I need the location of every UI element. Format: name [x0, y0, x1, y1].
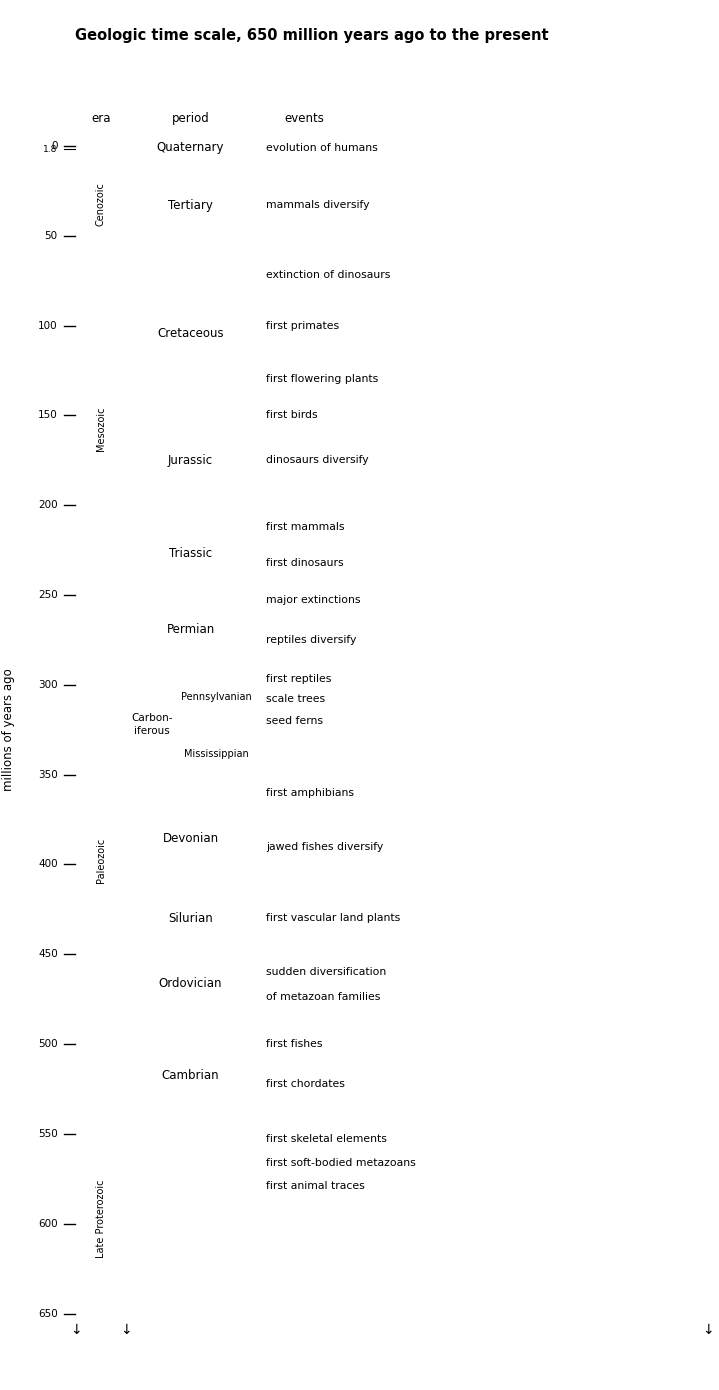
Text: 600: 600	[38, 1219, 58, 1229]
Text: first animal traces: first animal traces	[266, 1182, 365, 1191]
Text: scale trees: scale trees	[266, 694, 325, 705]
Text: Image ID: BB4GCB: Image ID: BB4GCB	[518, 1341, 609, 1352]
Text: 1.8: 1.8	[43, 145, 58, 154]
Text: Permian: Permian	[166, 623, 215, 635]
Text: sudden diversification: sudden diversification	[266, 967, 386, 977]
Text: evolution of humans: evolution of humans	[266, 143, 377, 153]
Text: 550: 550	[38, 1129, 58, 1138]
Text: 250: 250	[38, 589, 58, 600]
Text: first soft-bodied metazoans: first soft-bodied metazoans	[266, 1158, 416, 1168]
Text: Jurassic: Jurassic	[168, 453, 213, 467]
Text: first flowering plants: first flowering plants	[266, 374, 378, 385]
Text: Mesozoic: Mesozoic	[96, 407, 106, 452]
Text: Cenozoic: Cenozoic	[96, 182, 106, 227]
Text: extinction of dinosaurs: extinction of dinosaurs	[266, 270, 390, 281]
Text: dinosaurs diversify: dinosaurs diversify	[266, 456, 369, 466]
Text: Devonian: Devonian	[162, 833, 219, 845]
Text: 350: 350	[38, 770, 58, 780]
Text: period: period	[172, 111, 209, 125]
Text: major extinctions: major extinctions	[266, 595, 360, 606]
Text: seed ferns: seed ferns	[266, 716, 323, 726]
Text: of metazoan families: of metazoan families	[266, 992, 380, 1002]
Text: www.alamy.com: www.alamy.com	[518, 1361, 606, 1371]
Text: first chordates: first chordates	[266, 1079, 345, 1088]
Text: first primates: first primates	[266, 321, 339, 331]
Text: Triassic: Triassic	[169, 548, 212, 560]
Text: 150: 150	[38, 410, 58, 420]
Text: events: events	[284, 111, 324, 125]
Text: first birds: first birds	[266, 410, 318, 420]
Text: first amphibians: first amphibians	[266, 788, 354, 798]
Text: Quaternary: Quaternary	[157, 140, 224, 154]
Text: first vascular land plants: first vascular land plants	[266, 913, 400, 923]
Text: ↓: ↓	[702, 1323, 714, 1337]
Text: 300: 300	[38, 680, 58, 689]
Text: Geologic time scale, 650 million years ago to the present: Geologic time scale, 650 million years a…	[75, 28, 549, 43]
Text: 0: 0	[51, 140, 58, 152]
Text: 200: 200	[38, 500, 58, 510]
Text: first mammals: first mammals	[266, 521, 344, 532]
Text: 100: 100	[38, 321, 58, 331]
Text: Carbon-
iferous: Carbon- iferous	[131, 713, 173, 735]
Text: first skeletal elements: first skeletal elements	[266, 1134, 387, 1144]
Text: alamy: alamy	[29, 1346, 104, 1365]
Text: ↓: ↓	[120, 1323, 132, 1337]
Text: Paleozoic: Paleozoic	[96, 837, 106, 883]
Text: Mississippian: Mississippian	[184, 749, 249, 759]
Text: 450: 450	[38, 949, 58, 959]
Text: Cretaceous: Cretaceous	[157, 327, 224, 341]
Text: mammals diversify: mammals diversify	[266, 200, 370, 210]
Text: ↓: ↓	[70, 1323, 81, 1337]
Text: reptiles diversify: reptiles diversify	[266, 635, 357, 645]
Text: Cambrian: Cambrian	[162, 1069, 219, 1081]
Text: Ordovician: Ordovician	[159, 977, 222, 991]
Text: 400: 400	[38, 859, 58, 870]
Text: first reptiles: first reptiles	[266, 674, 331, 684]
Text: first dinosaurs: first dinosaurs	[266, 557, 344, 567]
Text: millions of years ago: millions of years ago	[2, 669, 15, 791]
Text: first fishes: first fishes	[266, 1040, 323, 1049]
Text: 50: 50	[45, 231, 58, 240]
Text: 650: 650	[38, 1308, 58, 1319]
Text: 500: 500	[38, 1040, 58, 1049]
Text: Pennsylvanian: Pennsylvanian	[181, 691, 252, 702]
Text: Silurian: Silurian	[168, 912, 213, 924]
Text: Late Proterozoic: Late Proterozoic	[96, 1180, 106, 1258]
Text: Tertiary: Tertiary	[168, 199, 213, 213]
Text: era: era	[91, 111, 111, 125]
Text: jawed fishes diversify: jawed fishes diversify	[266, 841, 383, 852]
